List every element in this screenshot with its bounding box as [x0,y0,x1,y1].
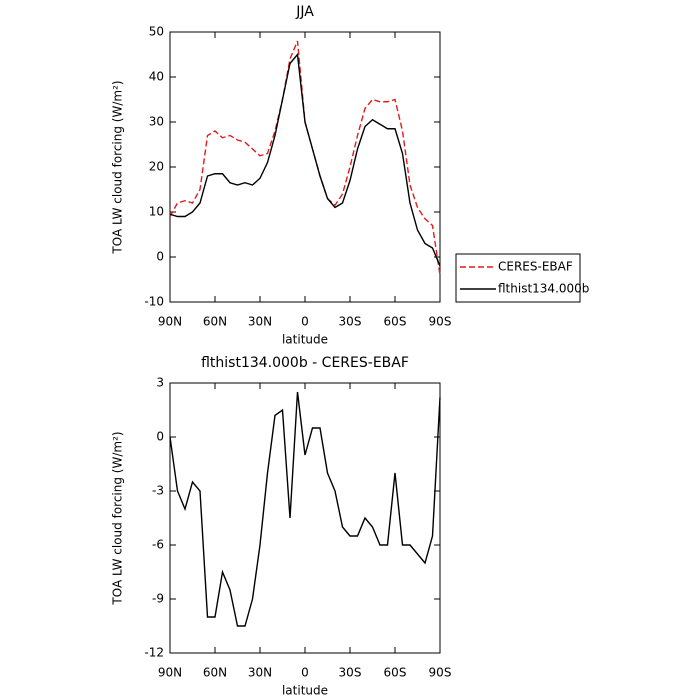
x-tick-label: 60N [203,315,227,329]
y-tick-label: 40 [149,70,164,84]
y-axis-label: TOA LW cloud forcing (W/m²) [111,431,125,605]
x-tick-label: 60S [384,666,407,680]
y-tick-label: 0 [156,430,164,444]
y-tick-label: -6 [152,538,164,552]
y-axis-label: TOA LW cloud forcing (W/m²) [111,80,125,254]
x-tick-label: 30S [339,666,362,680]
x-axis-label: latitude [282,684,328,698]
y-tick-label: 3 [156,376,164,390]
x-tick-label: 90S [429,315,452,329]
data-line [169,40,441,276]
x-tick-label: 30N [248,315,272,329]
x-axis-label: latitude [282,333,328,347]
x-tick-label: 90N [158,666,182,680]
x-tick-label: 0 [301,666,309,680]
x-tick-label: 0 [301,315,309,329]
legend-box [455,253,581,303]
y-tick-label: -12 [144,646,164,660]
legend-label: CERES-EBAF [498,260,573,274]
x-tick-label: 90S [429,666,452,680]
y-tick-label: -10 [144,295,164,309]
x-tick-label: 60S [384,315,407,329]
plot-frame [169,31,441,303]
legend-label: flthist134.000b [498,282,589,296]
data-line [169,52,441,267]
y-tick-label: -3 [152,484,164,498]
y-tick-label: 0 [156,250,164,264]
y-tick-label: 30 [149,115,164,129]
y-tick-label: 50 [149,25,164,39]
chart-title: JJA [295,4,314,20]
x-tick-label: 30N [248,666,272,680]
data-line [169,391,441,627]
y-tick-label: -9 [152,592,164,606]
chart-title: flthist134.000b - CERES-EBAF [201,355,409,371]
y-tick-label: 10 [149,205,164,219]
x-tick-label: 60N [203,666,227,680]
x-tick-label: 90N [158,315,182,329]
x-tick-label: 30S [339,315,362,329]
y-tick-label: 20 [149,160,164,174]
